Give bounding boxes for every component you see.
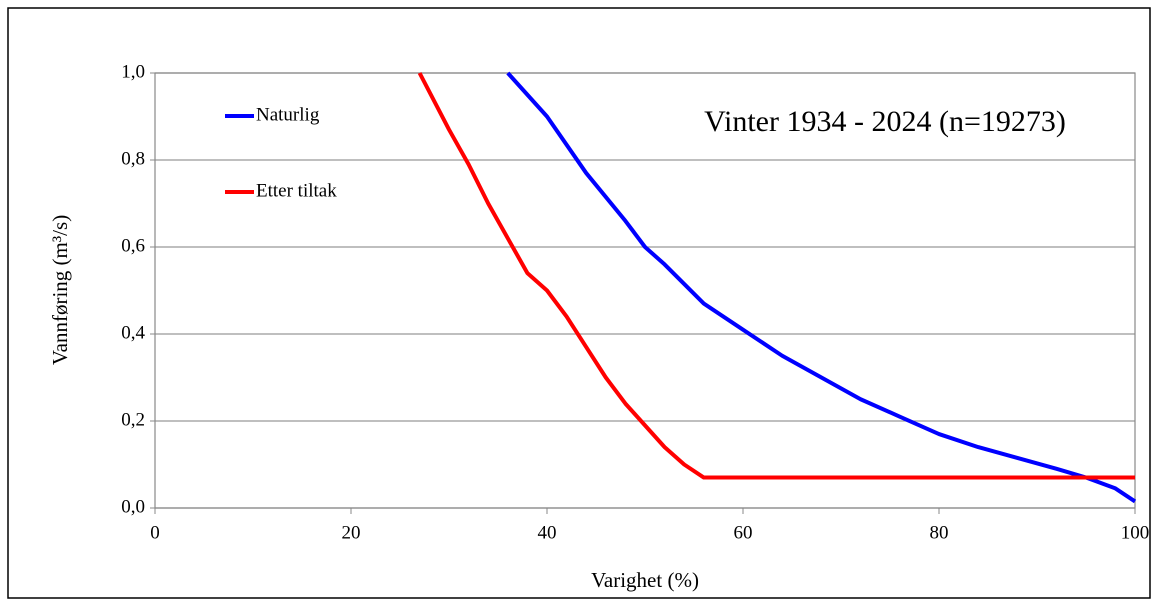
- x-tick-label: 60: [734, 522, 753, 543]
- x-axis-label: Varighet (%): [591, 568, 699, 592]
- y-tick-label: 1,0: [121, 61, 145, 82]
- legend-label: Etter tiltak: [256, 180, 337, 201]
- y-tick-label: 0,0: [121, 496, 145, 517]
- x-tick-label: 80: [930, 522, 949, 543]
- x-tick-label: 20: [342, 522, 361, 543]
- chart-title: Vinter 1934 - 2024 (n=19273): [704, 105, 1066, 138]
- y-tick-label: 0,4: [121, 322, 145, 343]
- y-axis-label: Vannføring (m³/s): [48, 215, 72, 365]
- line-series: [506, 71, 1137, 504]
- chart-frame: [7, 7, 1151, 599]
- line-series: [417, 72, 1135, 480]
- x-tick-label: 40: [538, 522, 557, 543]
- plot-area: [154, 72, 1136, 509]
- y-tick-label: 0,8: [121, 148, 145, 169]
- y-tick-label: 0,2: [121, 409, 145, 430]
- x-tick-label: 100: [1121, 522, 1150, 543]
- x-tick-label: 0: [150, 522, 160, 543]
- legend-label: Naturlig: [256, 104, 320, 125]
- y-tick-label: 0,6: [121, 235, 145, 256]
